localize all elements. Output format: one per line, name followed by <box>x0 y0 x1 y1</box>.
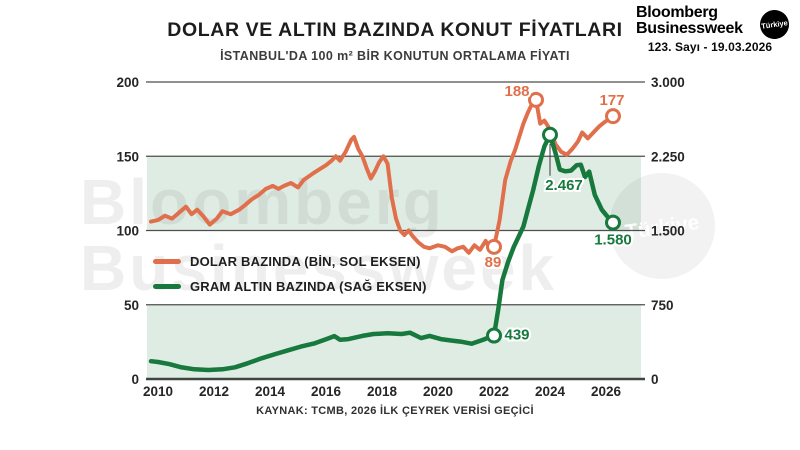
x-axis-tick: 2024 <box>535 384 566 399</box>
x-axis-tick: 2016 <box>311 384 342 399</box>
annotation-label: 177 <box>599 92 624 109</box>
annotation-label: 89 <box>485 254 502 271</box>
x-axis-tick: 2026 <box>591 384 622 399</box>
chart-legend: DOLAR BAZINDA (BİN, SOL EKSEN) GRAM ALTI… <box>153 251 427 301</box>
legend-label-dolar: DOLAR BAZINDA (BİN, SOL EKSEN) <box>190 253 421 269</box>
chart-subtitle: İSTANBUL'DA 100 m² BİR KONUTUN ORTALAMA … <box>220 49 570 63</box>
y-axis-tick-right: 2.250 <box>651 149 685 164</box>
watermark-circle <box>609 173 715 279</box>
y-axis-tick-right: 1.500 <box>651 224 685 239</box>
data-marker <box>605 108 621 125</box>
source-note: KAYNAK: TCMB, 2026 İLK ÇEYREK VERİSİ GEÇ… <box>256 405 534 417</box>
y-axis-tick-left: 0 <box>131 372 139 387</box>
y-axis-tick-left: 150 <box>116 149 139 164</box>
y-axis-tick-right: 0 <box>651 372 659 387</box>
data-marker <box>486 238 502 255</box>
annotation-label: 439 <box>504 327 529 344</box>
data-marker <box>486 327 502 344</box>
y-axis-tick-left: 200 <box>116 75 139 90</box>
legend-label-altin: GRAM ALTIN BAZINDA (SAĞ EKSEN) <box>190 278 427 294</box>
logo-line1: Bloomberg <box>636 4 718 21</box>
annotation-label: 1.580 <box>594 232 632 249</box>
chart-title: DOLAR VE ALTIN BAZINDA KONUT FİYATLARI <box>167 19 623 41</box>
x-axis-tick: 2018 <box>367 384 398 399</box>
issue-date: 123. Sayı - 19.03.2026 <box>647 40 773 54</box>
legend-swatch-dolar <box>153 258 181 264</box>
x-axis-tick: 2012 <box>199 384 229 399</box>
annotation-label: 188 <box>504 83 529 100</box>
legend-item-dolar: DOLAR BAZINDA (BİN, SOL EKSEN) <box>153 251 427 271</box>
x-axis-tick: 2010 <box>143 384 173 399</box>
data-marker <box>605 214 621 231</box>
logo-line2: Businessweek <box>636 20 743 37</box>
bloomberg-businessweek-logo: Bloomberg Businessweek <box>636 5 743 37</box>
y-axis-tick-left: 100 <box>116 224 139 239</box>
y-axis-tick-right: 750 <box>651 298 674 313</box>
y-axis-tick-right: 3.000 <box>651 75 685 90</box>
data-marker <box>542 126 558 143</box>
legend-item-altin: GRAM ALTIN BAZINDA (SAĞ EKSEN) <box>153 276 427 296</box>
x-axis-tick: 2022 <box>479 384 509 399</box>
x-axis-tick: 2020 <box>423 384 453 399</box>
series-line-altin <box>148 132 616 373</box>
y-axis-tick-left: 50 <box>124 298 139 313</box>
annotation-label: 2.467 <box>545 177 583 194</box>
data-marker <box>528 91 544 108</box>
x-axis-tick: 2014 <box>255 384 286 399</box>
legend-swatch-altin <box>153 283 181 289</box>
watermark-text-line1: Bloomberg <box>80 166 445 238</box>
